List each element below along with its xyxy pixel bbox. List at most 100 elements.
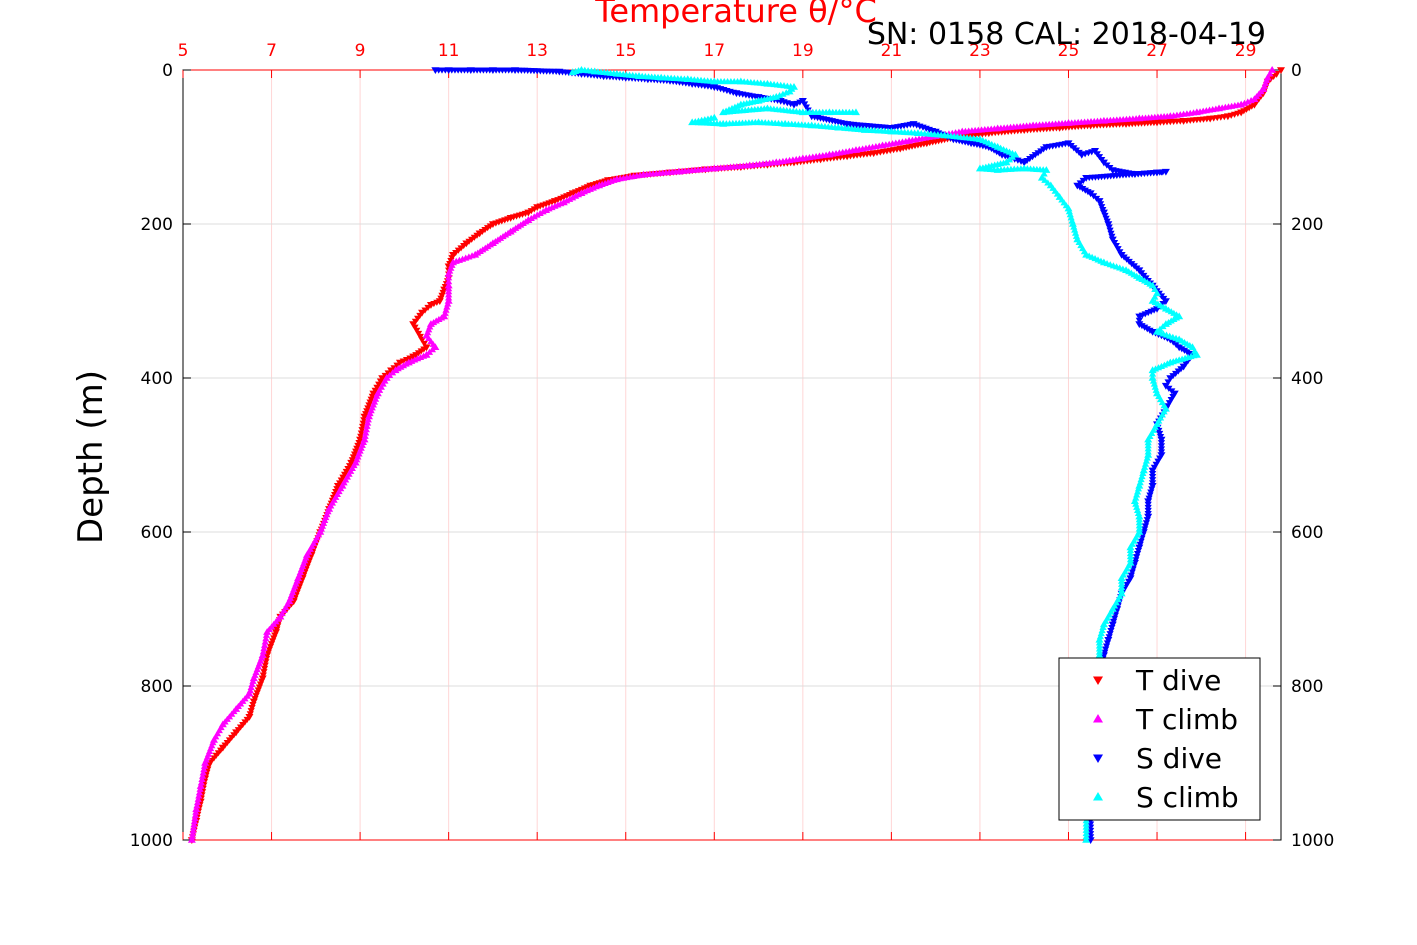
data-point (802, 104, 810, 111)
data-point (249, 677, 257, 684)
x-tick-label: 17 (703, 41, 725, 61)
data-point (260, 645, 268, 652)
data-point (1126, 549, 1135, 557)
data-point (375, 381, 383, 388)
data-point (1148, 486, 1156, 493)
data-point (1082, 829, 1090, 837)
data-point (1135, 481, 1144, 489)
data-point (191, 814, 199, 821)
data-point (1152, 461, 1160, 468)
data-point (262, 635, 270, 642)
y-tick-label-right: 0 (1291, 61, 1302, 81)
data-point (444, 281, 453, 289)
data-point (192, 805, 201, 812)
y-tick-label-left: 1000 (130, 831, 173, 851)
x-tick-label: 27 (1146, 41, 1168, 61)
data-point (361, 432, 369, 439)
data-point (1099, 623, 1107, 630)
data-point (1082, 826, 1090, 833)
data-point (1133, 554, 1141, 561)
data-point (190, 817, 199, 825)
data-point (373, 384, 381, 391)
data-point (195, 792, 203, 799)
data-point (445, 291, 453, 298)
data-point (191, 811, 199, 818)
data-point (1082, 836, 1091, 843)
data-point (1135, 522, 1143, 529)
data-point (364, 416, 372, 423)
data-point (1095, 635, 1104, 643)
data-point (1064, 204, 1073, 212)
data-point (259, 648, 267, 655)
data-point (198, 775, 206, 783)
data-point (1165, 400, 1174, 407)
data-point (445, 274, 453, 281)
legend-marker (1093, 714, 1103, 723)
data-point (262, 659, 270, 666)
data-point (1150, 380, 1158, 387)
y-tick-label-right: 1000 (1291, 831, 1334, 851)
data-point (1132, 500, 1140, 507)
data-point (1144, 504, 1152, 511)
data-point (804, 107, 812, 114)
x-tick-label: 9 (355, 41, 366, 61)
data-point (1126, 553, 1135, 560)
data-point (1144, 451, 1153, 458)
data-point (1117, 574, 1126, 581)
data-point (196, 785, 204, 792)
data-point (1149, 377, 1158, 384)
data-point (444, 300, 452, 307)
series-t-climb (187, 66, 1277, 843)
data-point (409, 353, 418, 361)
data-point (1118, 583, 1126, 590)
data-point (199, 772, 207, 779)
data-point (1144, 442, 1152, 449)
data-point (1144, 507, 1152, 515)
x-tick-label: 23 (969, 41, 991, 61)
data-point (1135, 516, 1143, 523)
data-point (1144, 435, 1153, 443)
data-point (260, 665, 269, 672)
data-point (196, 782, 205, 789)
data-point (1082, 823, 1090, 830)
data-point (1133, 491, 1141, 498)
data-point (1157, 443, 1166, 450)
data-point (444, 297, 453, 304)
data-point (376, 378, 385, 385)
data-point (192, 808, 200, 815)
data-point (414, 330, 423, 337)
data-point (190, 821, 198, 828)
y-tick-label-left: 600 (141, 523, 173, 543)
data-point (1066, 211, 1074, 218)
data-point (194, 795, 202, 802)
y-tick-label-right: 400 (1291, 369, 1323, 389)
legend-label: S dive (1136, 742, 1222, 775)
data-point (1141, 523, 1150, 530)
data-point (1138, 472, 1146, 480)
data-point (190, 824, 198, 831)
data-point (263, 628, 272, 635)
data-point (1135, 519, 1143, 526)
data-point (249, 701, 257, 709)
y-tick-label-right: 200 (1291, 215, 1323, 235)
data-point (362, 426, 371, 433)
data-point (801, 101, 809, 108)
data-point (445, 285, 453, 292)
data-point (1149, 477, 1157, 484)
data-point (187, 836, 196, 843)
data-point (1099, 620, 1108, 628)
data-point (189, 830, 197, 837)
data-point (1134, 485, 1143, 492)
data-point (261, 662, 269, 669)
y-tick-label-right: 800 (1291, 677, 1323, 697)
data-point (248, 680, 256, 687)
data-point (1105, 224, 1113, 231)
data-point (363, 422, 371, 429)
data-point (1149, 470, 1157, 478)
data-point (1149, 474, 1157, 481)
data-point (1128, 569, 1136, 576)
data-point (444, 270, 453, 277)
data-point (360, 413, 369, 421)
data-point (445, 288, 453, 295)
